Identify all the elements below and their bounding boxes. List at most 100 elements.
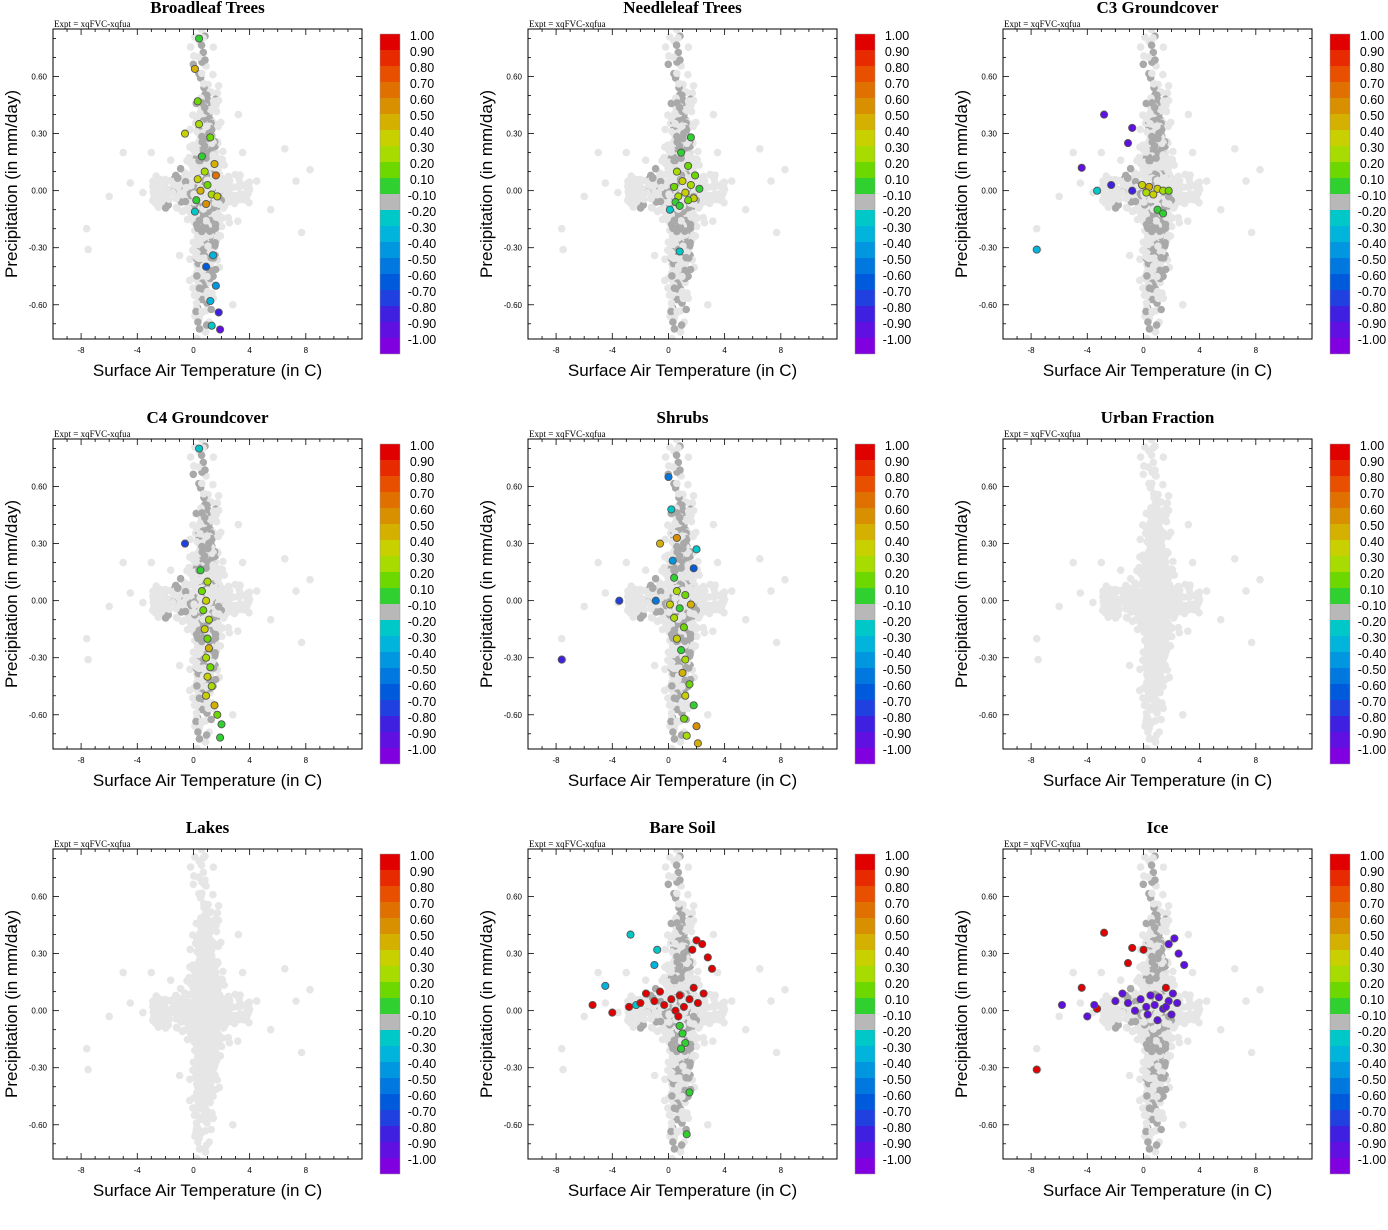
background-point <box>1153 122 1161 130</box>
colorbar-label: -0.30 <box>883 221 912 235</box>
background-point <box>1077 179 1085 187</box>
background-point <box>1152 154 1160 162</box>
data-point <box>1108 181 1115 188</box>
background-point <box>229 301 237 309</box>
data-point <box>1160 210 1167 217</box>
y-tick-label: -0.60 <box>979 301 998 310</box>
background-point <box>651 252 659 260</box>
data-point <box>692 172 699 179</box>
background-point <box>685 97 693 105</box>
background-point <box>728 177 736 185</box>
background-point <box>1133 157 1141 165</box>
colorbar-swatch <box>380 210 400 226</box>
colorbar-swatch <box>380 114 400 130</box>
colorbar-swatch <box>855 322 875 338</box>
background-point <box>1172 186 1180 194</box>
x-tick-label: -8 <box>553 346 561 355</box>
background-point <box>679 288 687 296</box>
background-point <box>1098 149 1106 157</box>
background-point <box>690 82 698 90</box>
background-point <box>212 213 220 221</box>
background-point <box>1131 207 1139 215</box>
background-point <box>656 207 664 215</box>
background-point <box>678 122 686 130</box>
colorbar-swatch <box>855 258 875 274</box>
colorbar-label: -0.70 <box>1358 285 1387 299</box>
background-point <box>685 43 693 51</box>
colorbar-swatch <box>855 290 875 306</box>
background-point <box>237 182 245 190</box>
colorbar-swatch <box>380 178 400 194</box>
background-point <box>201 552 209 560</box>
colorbar-label: -0.20 <box>883 205 912 219</box>
background-point <box>292 177 300 185</box>
background-point <box>1145 157 1153 165</box>
background-point <box>666 33 674 41</box>
colorbar-label: 0.60 <box>410 93 434 107</box>
background-point <box>1248 229 1256 237</box>
data-point <box>1129 187 1136 194</box>
colorbar-swatch <box>1330 258 1350 274</box>
colorbar-swatch <box>1330 130 1350 146</box>
background-point <box>1148 26 1156 34</box>
y-axis-label: Precipitation (in mm/day) <box>477 90 496 278</box>
background-point <box>714 149 722 157</box>
colorbar-swatch <box>380 82 400 98</box>
data-point <box>191 65 198 72</box>
y-axis-label: Precipitation (in mm/day) <box>952 90 971 278</box>
background-point <box>214 123 222 131</box>
x-tick-label: 0 <box>191 346 196 355</box>
data-point <box>218 343 225 350</box>
data-point <box>191 208 198 215</box>
background-point <box>688 155 696 163</box>
background-point <box>710 175 718 183</box>
data-point <box>666 206 673 213</box>
colorbar-label: -0.60 <box>883 269 912 283</box>
background-point <box>1231 145 1239 153</box>
x-tick-label: 0 <box>666 346 671 355</box>
y-tick-label: 0.00 <box>981 187 997 196</box>
background-point <box>626 196 634 204</box>
background-point <box>214 533 222 541</box>
colorbar-swatch <box>855 66 875 82</box>
colorbar-swatch <box>855 146 875 162</box>
background-point <box>678 273 686 281</box>
background-point <box>235 111 243 119</box>
x-tick-label: 0 <box>1141 346 1146 355</box>
background-point <box>1137 43 1145 51</box>
x-tick-label: 4 <box>1197 346 1202 355</box>
background-point <box>1126 252 1134 260</box>
background-point <box>156 183 164 191</box>
colorbar-label: 0.30 <box>1360 141 1384 155</box>
data-point <box>207 134 214 141</box>
colorbar-label: 0.90 <box>1360 45 1384 59</box>
data-point <box>1139 181 1146 188</box>
background-point <box>658 157 666 165</box>
background-point <box>1151 56 1159 64</box>
data-point <box>1094 187 1101 194</box>
background-point <box>668 299 676 307</box>
background-point <box>84 246 92 254</box>
colorbar-label: -0.20 <box>408 205 437 219</box>
data-point <box>1101 111 1108 118</box>
background-point <box>1161 239 1169 247</box>
colorbar-swatch <box>380 34 400 50</box>
x-tick-label: -4 <box>609 346 617 355</box>
background-point <box>187 43 195 51</box>
background-point <box>1124 174 1132 182</box>
background-point <box>1069 149 1077 157</box>
colorbar-swatch <box>855 82 875 98</box>
colorbar-swatch <box>855 130 875 146</box>
background-point <box>219 558 227 566</box>
background-point <box>203 532 211 540</box>
background-point <box>767 177 775 185</box>
background-point <box>1143 292 1151 300</box>
data-point <box>685 162 692 169</box>
x-tick-label: 4 <box>247 346 252 355</box>
background-point <box>1148 99 1156 107</box>
background-point <box>1189 149 1197 157</box>
colorbar-swatch <box>1330 50 1350 66</box>
colorbar-swatch <box>380 274 400 290</box>
